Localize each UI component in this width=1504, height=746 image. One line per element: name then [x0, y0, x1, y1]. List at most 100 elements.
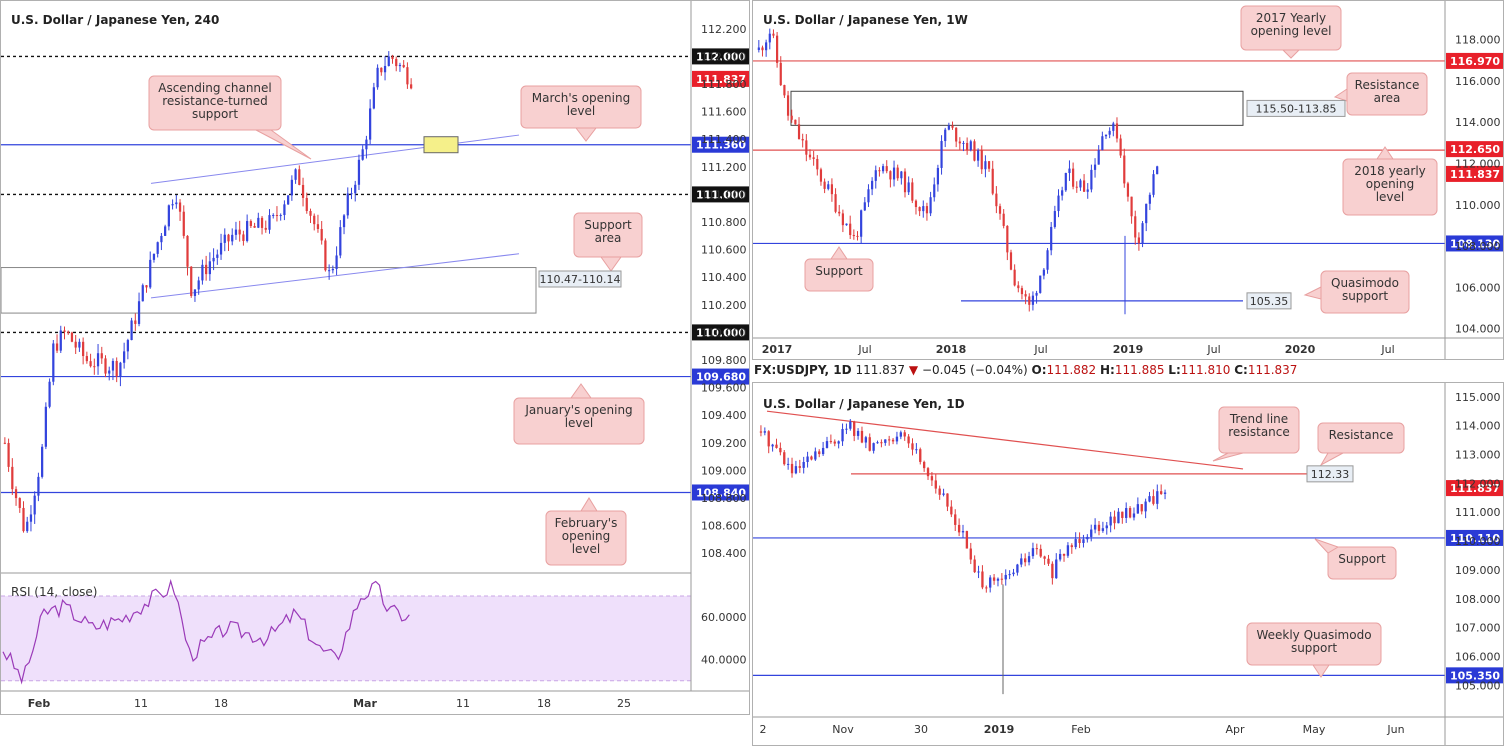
1d-candle — [1004, 569, 1007, 586]
4h-candle — [212, 248, 215, 271]
1d-candle-body — [1097, 524, 1101, 531]
4h-candle-body — [93, 366, 96, 368]
4h-candle — [55, 334, 59, 354]
1w-candle-body — [958, 141, 961, 144]
1d-candle — [767, 430, 770, 454]
1w-candle — [907, 176, 910, 195]
chart-title-1d: U.S. Dollar / Japanese Yen, 1D — [763, 397, 965, 411]
1w-candle-body — [856, 235, 859, 237]
1d-candle-body — [1024, 558, 1027, 563]
1d-candle-body — [985, 587, 988, 589]
1w-candle-body — [797, 124, 801, 139]
4h-candle — [402, 60, 405, 69]
1d-candle — [1047, 554, 1050, 566]
4h-candle-body — [104, 358, 107, 374]
1d-candle-body — [1101, 528, 1105, 531]
4h-candle — [238, 220, 241, 242]
chart-panel-1d[interactable]: U.S. Dollar / Japanese Yen, 1D Trend lin… — [752, 382, 1504, 746]
1d-candle — [1012, 568, 1015, 577]
1d-candle-body — [1020, 558, 1023, 565]
1d-candle — [1086, 534, 1089, 543]
price-tag-bg — [692, 186, 749, 203]
y-tick-label: 116.000 — [1455, 75, 1501, 88]
1w-candle — [1002, 209, 1005, 229]
1w-candle-body — [761, 47, 764, 51]
y-tick-label: 112.000 — [1455, 158, 1501, 171]
1w-candle-body — [783, 85, 786, 96]
1w-candle-body — [1123, 155, 1126, 184]
1w-candle — [776, 32, 779, 68]
1w-candle-body — [1061, 190, 1064, 196]
1d-candle — [922, 460, 926, 472]
chart-panel-1w[interactable]: U.S. Dollar / Japanese Yen, 1W 2017 Year… — [752, 0, 1504, 360]
1w-candle — [929, 191, 932, 217]
price-tag: 108.840 — [692, 484, 749, 501]
y-tick-label: 110.000 — [1455, 535, 1501, 548]
1d-candle — [856, 428, 860, 440]
y-tick-label: 114.000 — [1455, 420, 1501, 433]
1d-candle-body — [783, 452, 786, 465]
4h-candle — [85, 351, 88, 364]
1w-candle-body — [940, 140, 943, 168]
callout-february-open-text-line: opening — [562, 529, 611, 543]
1d-candle — [981, 565, 984, 590]
1d-candle — [849, 419, 852, 431]
1d-candle — [779, 442, 782, 456]
4h-candle-body — [26, 521, 29, 532]
chart-panel-4h[interactable]: U.S. Dollar / Japanese Yen, 240 Ascendin… — [0, 0, 750, 715]
4h-candle-body — [78, 341, 81, 348]
ticker-close: 111.837 — [1247, 363, 1298, 377]
4h-candle-body — [309, 210, 312, 216]
1d-candle-body — [934, 480, 937, 489]
1w-candle-body — [1115, 123, 1119, 139]
price-tag: 110.110 — [1446, 529, 1503, 546]
1d-candle — [915, 443, 918, 454]
1w-candle-body — [1090, 169, 1093, 190]
4h-candle — [227, 233, 230, 252]
4h-candle-body — [208, 261, 211, 275]
1w-candle — [1141, 220, 1144, 248]
4h-candle-body — [175, 202, 178, 205]
callout-quasimodo-support-pointer — [1303, 286, 1322, 300]
chart-svg-4h[interactable]: Ascending channelresistance-turnedsuppor… — [1, 1, 750, 715]
4h-candle-body — [63, 330, 66, 332]
y-tick-label: 110.000 — [701, 326, 747, 339]
1d-candle-body — [1163, 492, 1167, 494]
1d-candle-body — [946, 493, 949, 507]
1w-candle — [856, 231, 859, 241]
price-tag-bg — [692, 48, 749, 65]
1w-candle — [951, 121, 954, 130]
4h-candle-body — [167, 205, 170, 227]
y-tick-label: 109.600 — [701, 382, 747, 395]
1d-candle — [853, 420, 856, 442]
1d-candle-body — [899, 432, 902, 437]
1d-candle — [802, 456, 805, 474]
1d-candle — [965, 530, 969, 549]
1d-candle — [1140, 504, 1143, 515]
1w-candle — [896, 164, 899, 181]
1d-candle-body — [996, 578, 1000, 581]
1d-candle-body — [884, 439, 887, 443]
4h-candle-body — [197, 280, 200, 290]
1w-candle-body — [819, 169, 823, 182]
4h-candle-body — [137, 301, 141, 324]
1w-candle — [962, 140, 965, 152]
4h-candle-body — [227, 234, 230, 242]
1d-candle — [794, 460, 798, 475]
1d-candle — [938, 485, 941, 500]
1d-candle-body — [825, 441, 829, 448]
4h-candle-body — [264, 227, 267, 230]
4h-candle — [137, 292, 141, 327]
1w-candle-body — [874, 170, 877, 181]
1d-candle — [1144, 498, 1147, 519]
trend-line-resistance — [766, 410, 1244, 470]
1w-candle — [783, 84, 786, 98]
x-tick-label: Jul — [1380, 343, 1394, 356]
1d-candle-body — [1082, 539, 1085, 543]
1w-candle-body — [1039, 275, 1042, 293]
4h-candle-body — [283, 204, 286, 216]
chart-title-4h: U.S. Dollar / Japanese Yen, 240 — [11, 13, 220, 27]
